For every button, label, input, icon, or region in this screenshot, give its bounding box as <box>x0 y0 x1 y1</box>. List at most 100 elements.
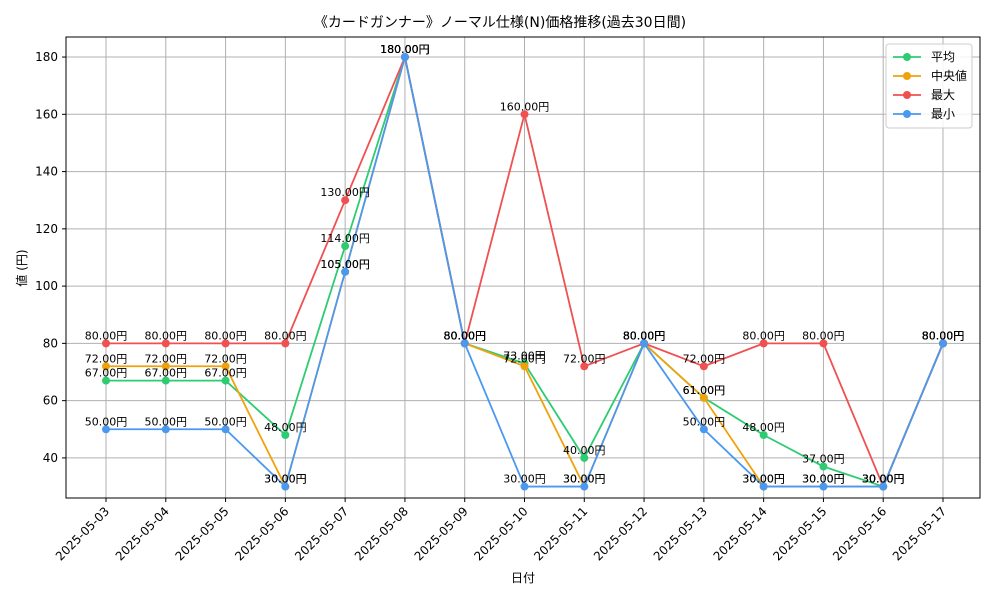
data-label: 80.00円 <box>623 329 666 342</box>
series-4-point <box>879 482 888 491</box>
data-label: 48.00円 <box>264 421 307 434</box>
series-4-point <box>939 339 947 348</box>
data-label: 105.00円 <box>320 258 370 271</box>
data-label: 50.00円 <box>204 415 247 428</box>
data-label: 30.00円 <box>742 473 785 486</box>
legend-marker <box>903 91 911 99</box>
data-label: 180.00円 <box>380 43 430 56</box>
series-1-point <box>580 453 589 462</box>
legend-label: 平均 <box>931 50 955 64</box>
series-4-point <box>460 339 469 348</box>
series-4-point <box>640 339 649 348</box>
data-label: 72.00円 <box>503 352 546 365</box>
y-tick-label: 40 <box>43 451 58 465</box>
data-label: 80.00円 <box>922 329 965 342</box>
series-3-point <box>580 362 589 371</box>
data-label: 50.00円 <box>683 415 726 428</box>
data-label: 30.00円 <box>503 473 546 486</box>
grid <box>66 37 980 498</box>
data-label: 80.00円 <box>443 329 486 342</box>
legend-label: 中央値 <box>931 68 967 83</box>
data-label: 30.00円 <box>862 473 905 486</box>
series-3-point <box>102 339 110 348</box>
series-4-point <box>520 482 529 491</box>
series-4-point <box>819 482 828 491</box>
series-3-point <box>221 339 230 348</box>
data-label: 61.00円 <box>683 384 726 397</box>
data-label: 80.00円 <box>85 329 128 342</box>
data-label: 30.00円 <box>264 473 307 486</box>
data-label: 30.00円 <box>802 473 845 486</box>
data-label: 80.00円 <box>742 329 785 342</box>
series-4-point <box>580 482 589 491</box>
data-label: 80.00円 <box>922 329 965 342</box>
y-tick-label: 80 <box>43 336 58 350</box>
series-1-point <box>759 431 768 440</box>
data-label: 80.00円 <box>623 329 666 342</box>
data-label: 72.00円 <box>204 352 247 365</box>
series-3-point <box>759 339 768 348</box>
series-1-point <box>102 376 110 385</box>
series-2-point <box>221 362 230 371</box>
data-label: 80.00円 <box>204 329 247 342</box>
x-axis-label: 日付 <box>511 571 535 585</box>
data-label: 73.00円 <box>503 349 546 362</box>
legend-box <box>885 43 973 129</box>
data-label: 30.00円 <box>862 473 905 486</box>
series-4-point <box>221 425 230 434</box>
data-label: 80.00円 <box>623 329 666 342</box>
data-label: 37.00円 <box>802 453 845 466</box>
series-2-point <box>102 362 110 371</box>
series-1-point <box>281 431 290 440</box>
data-label: 80.00円 <box>443 329 486 342</box>
series-3-point <box>819 339 828 348</box>
x-tick-label: 2025-05-15 <box>770 504 829 563</box>
data-label: 80.00円 <box>922 329 965 342</box>
data-label: 67.00円 <box>204 367 247 380</box>
series-2-point <box>699 393 708 402</box>
data-label: 30.00円 <box>563 473 606 486</box>
x-tick-label: 2025-05-17 <box>890 504 949 563</box>
x-tick-label: 2025-05-03 <box>53 504 112 563</box>
data-label: 180.00円 <box>380 43 430 56</box>
data-label: 50.00円 <box>85 415 128 428</box>
data-label: 30.00円 <box>862 473 905 486</box>
data-label: 80.00円 <box>443 329 486 342</box>
series-2-point <box>161 362 170 371</box>
y-tick-label: 60 <box>43 394 58 408</box>
y-tick-label: 180 <box>35 50 58 64</box>
data-label: 80.00円 <box>922 329 965 342</box>
series-3-point <box>341 196 350 205</box>
y-tick-label: 160 <box>35 107 58 121</box>
legend-marker <box>903 53 911 61</box>
y-tick-label: 140 <box>35 165 58 179</box>
series-4-point <box>161 425 170 434</box>
legend-marker <box>903 72 911 80</box>
x-tick-label: 2025-05-13 <box>651 504 710 563</box>
x-tick-label: 2025-05-04 <box>113 504 172 563</box>
series-4-point <box>341 267 350 276</box>
series-3-point <box>699 362 708 371</box>
x-tick-label: 2025-05-10 <box>471 504 530 563</box>
series-1-point <box>221 376 230 385</box>
series-3-point <box>281 339 290 348</box>
data-label: 40.00円 <box>563 444 606 457</box>
data-label: 67.00円 <box>85 367 128 380</box>
series-4-point <box>102 425 110 434</box>
data-label: 50.00円 <box>145 415 188 428</box>
x-axis: 2025-05-03 2025-05-04 2025-05-05 2025-05-06… <box>53 498 949 563</box>
series-1-point <box>819 462 828 471</box>
y-tick-label: 120 <box>35 222 58 236</box>
data-label: 114.00円 <box>320 232 370 245</box>
x-tick-label: 2025-05-16 <box>830 504 889 563</box>
x-tick-label: 2025-05-12 <box>591 504 650 563</box>
y-tick-label: 100 <box>35 279 58 293</box>
data-label: 61.00円 <box>683 384 726 397</box>
data-label: 80.00円 <box>145 329 188 342</box>
chart-title: 《カードガンナー》ノーマル仕様(N)価格推移(過去30日間) <box>314 15 686 31</box>
series-4-point <box>400 53 409 62</box>
x-tick-label: 2025-05-07 <box>292 504 351 563</box>
series-1-point <box>341 242 350 251</box>
